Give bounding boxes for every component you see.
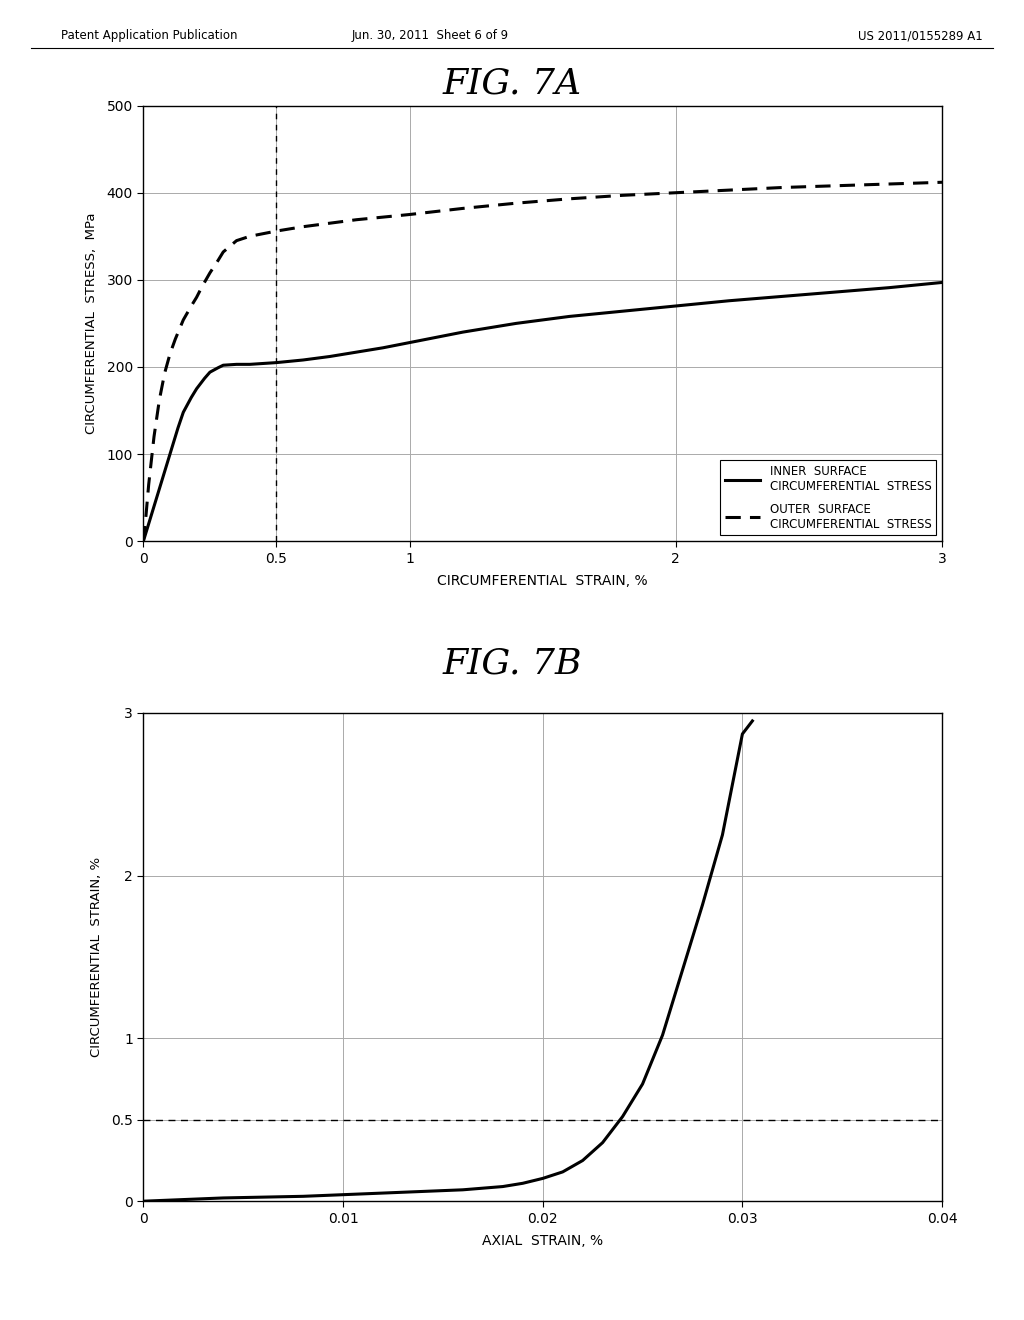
X-axis label: AXIAL  STRAIN, %: AXIAL STRAIN, %	[482, 1234, 603, 1247]
Text: US 2011/0155289 A1: US 2011/0155289 A1	[858, 29, 983, 42]
X-axis label: CIRCUMFERENTIAL  STRAIN, %: CIRCUMFERENTIAL STRAIN, %	[437, 574, 648, 587]
Legend: INNER  SURFACE
CIRCUMFERENTIAL  STRESS, OUTER  SURFACE
CIRCUMFERENTIAL  STRESS: INNER SURFACE CIRCUMFERENTIAL STRESS, OU…	[720, 461, 936, 536]
Text: Jun. 30, 2011  Sheet 6 of 9: Jun. 30, 2011 Sheet 6 of 9	[351, 29, 509, 42]
Text: FIG. 7A: FIG. 7A	[442, 66, 582, 100]
Y-axis label: CIRCUMFERENTIAL  STRAIN, %: CIRCUMFERENTIAL STRAIN, %	[90, 857, 102, 1057]
Y-axis label: CIRCUMFERENTIAL  STRESS,  MPa: CIRCUMFERENTIAL STRESS, MPa	[85, 213, 98, 434]
Text: FIG. 7B: FIG. 7B	[442, 647, 582, 681]
Text: Patent Application Publication: Patent Application Publication	[61, 29, 238, 42]
